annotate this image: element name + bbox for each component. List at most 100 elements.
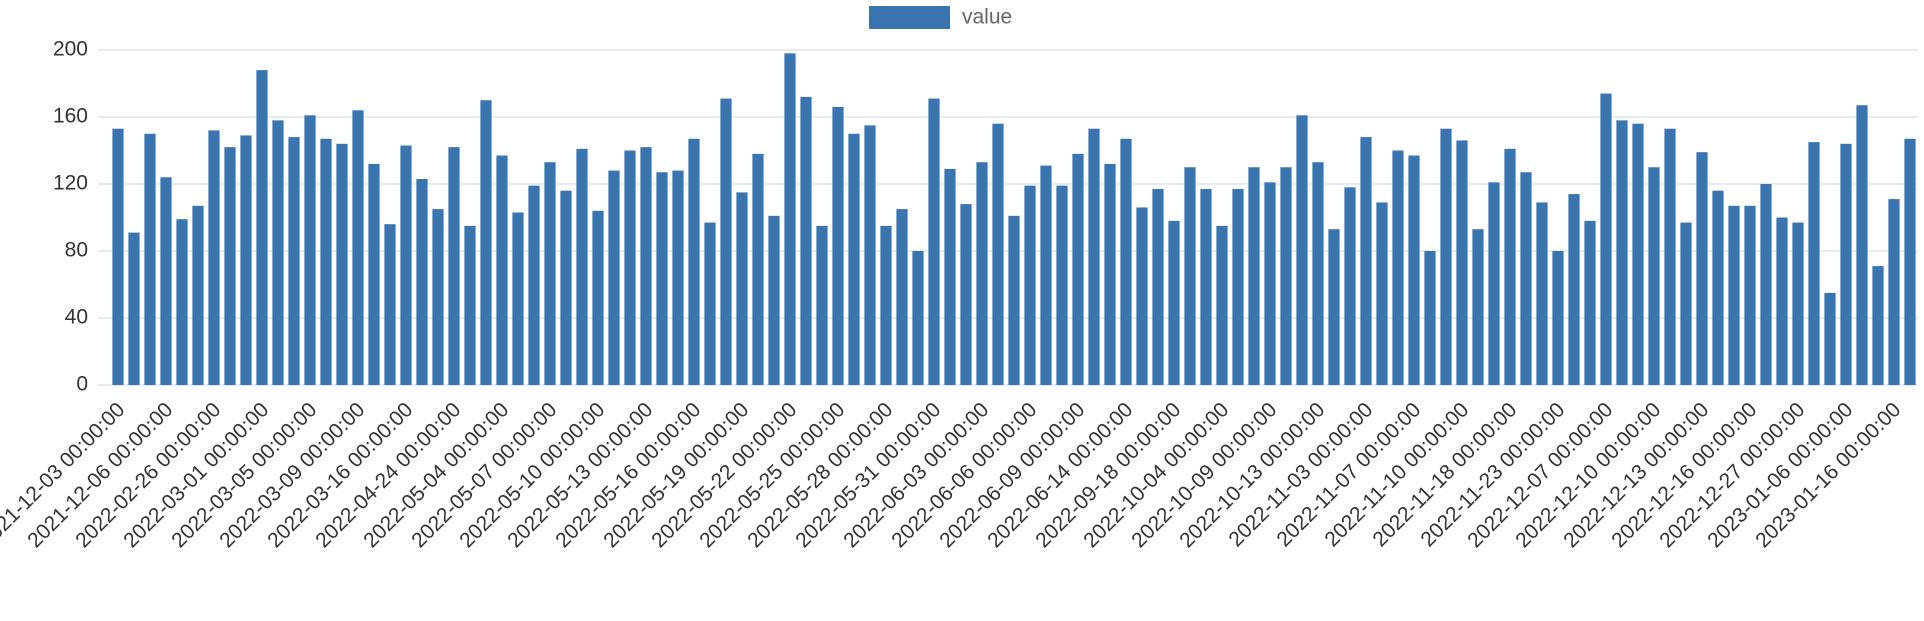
bar [144,133,156,385]
bar [448,147,460,385]
bar [1136,207,1148,385]
bar [816,225,828,385]
bar [560,190,572,385]
bar [768,215,780,385]
bar [992,123,1004,385]
bar [1360,137,1372,385]
bar [128,232,140,385]
bar [1536,202,1548,385]
bar [1472,229,1484,385]
bar [1904,138,1916,385]
bar [512,212,524,385]
y-tick-label: 40 [65,306,88,329]
bar [1616,120,1628,385]
bar [800,96,812,386]
bar [208,130,220,385]
bar [576,148,588,385]
bar [1376,202,1388,385]
bar [544,162,556,385]
bar [1264,182,1276,385]
bar [1504,148,1516,385]
y-tick-label: 200 [53,38,88,61]
bar [256,70,268,385]
bar [1520,172,1532,385]
bar [1776,217,1788,385]
bar [976,162,988,385]
bar [848,133,860,385]
bar [1312,162,1324,385]
bar [1056,185,1068,385]
bar [1888,199,1900,385]
bar [176,219,188,385]
bar [1040,165,1052,385]
bar [1840,143,1852,385]
bar [1072,153,1084,385]
bar [1424,251,1436,385]
bar [416,178,428,385]
bar [912,251,924,385]
bar [1120,138,1132,385]
y-tick-label: 0 [76,373,88,396]
bar [1328,229,1340,385]
bar [704,222,716,385]
bar [752,153,764,385]
bar [1168,220,1180,385]
bar [1712,190,1724,385]
bar [1024,185,1036,385]
bar [928,98,940,385]
legend-swatch [869,6,950,29]
bar [1808,142,1820,385]
bar [960,204,972,385]
bar [1600,93,1612,386]
bar [352,110,364,386]
bar [1456,140,1468,385]
bar [528,185,540,385]
bar [880,225,892,385]
bar [1296,115,1308,385]
bar [1200,189,1212,385]
bar [400,145,412,385]
bar [1824,292,1836,385]
bar [592,210,604,385]
bar [1744,205,1756,385]
bar [1408,155,1420,385]
bar [1392,150,1404,385]
bar [720,98,732,385]
bar [672,170,684,385]
bar [1088,128,1100,385]
bar [224,147,236,385]
bar [688,138,700,385]
bar [336,143,348,385]
y-tick-label: 160 [53,105,88,128]
bar [304,115,316,385]
bar [832,106,844,385]
bar [496,155,508,385]
bar [944,168,956,385]
bar [1728,205,1740,385]
bar [656,172,668,385]
bar [1184,167,1196,385]
bar [112,128,124,385]
bar [640,147,652,385]
bar [320,138,332,385]
bar [1584,220,1596,385]
y-tick-label: 120 [53,172,88,195]
bar [1440,128,1452,385]
bar [288,137,300,385]
bar [1872,266,1884,385]
bar [384,224,396,385]
bar [864,125,876,385]
bar [1760,184,1772,385]
bar [1232,189,1244,385]
bar [608,170,620,385]
bar [1008,215,1020,385]
bar [1280,167,1292,385]
bar [1856,105,1868,386]
bar [432,209,444,385]
legend-label: value [962,6,1012,29]
bar [272,120,284,385]
bar [368,163,380,385]
bar [1152,189,1164,385]
y-tick-label: 80 [65,239,88,262]
